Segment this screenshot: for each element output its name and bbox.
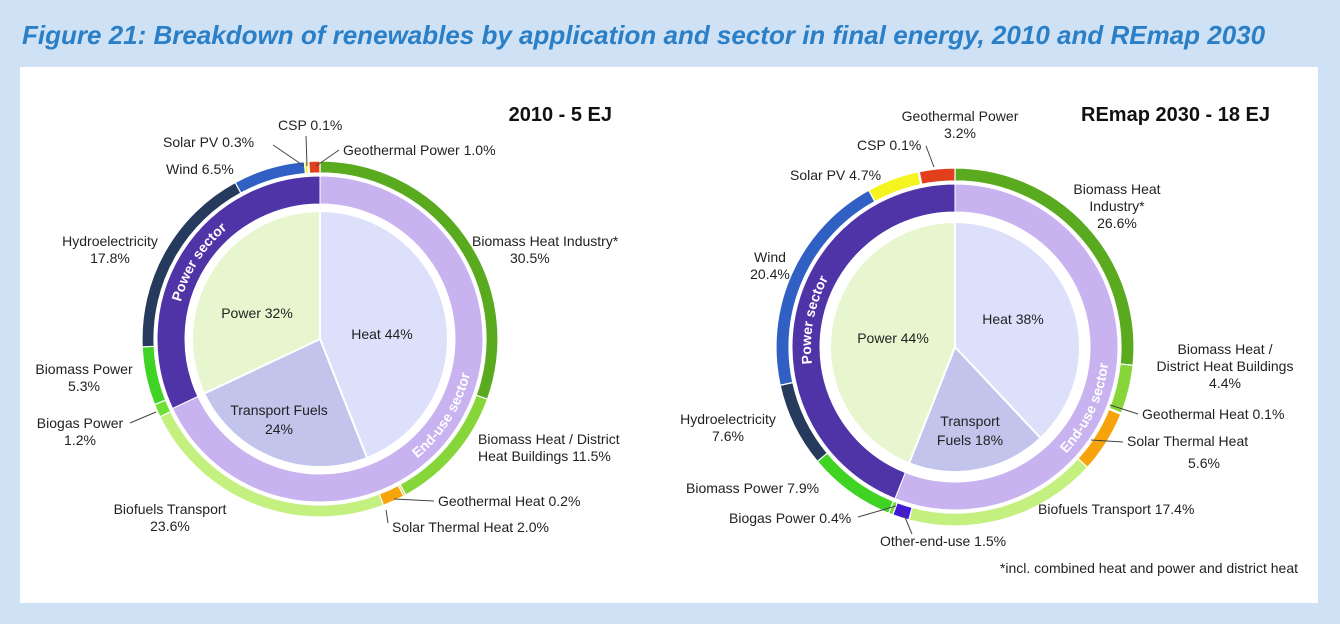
inner-slice-power [829,220,956,465]
outer-label-wind: Wind 20.4% [750,249,790,282]
outer-label-biomass-heat-district-heat-buildings: Biomass Heat / District Heat Buildings 11… [478,431,620,464]
leader-line [857,505,897,518]
outer-label-geothermal-power: Geothermal Power 3.2% [902,108,1019,141]
outer-label-biomass-heat-district-heat-buildings: Biomass Heat / District Heat Buildings 4.4… [1157,341,1294,391]
inner-slice-transport-fuels [907,345,1042,473]
inner-slice-transport-fuels [202,337,369,468]
outer-slice-geothermal-power [308,160,321,174]
outer-label-biomass-heat-industry: Biomass Heat Industry* [472,233,619,249]
outer-label-csp: CSP 0.1% [857,137,921,153]
outer-label-other-end-use: Other-end-use 1.5% [880,533,1006,549]
outer-label-biomass-heat-industry: Biomass Heat Industry* 26.6% [1073,181,1160,231]
leader-line [925,145,935,168]
leader-line [305,135,308,167]
inner-slice-heat [319,209,449,460]
leader-line [385,509,389,524]
outer-label-wind: Wind 6.5% [166,161,234,177]
outer-label-geothermal-heat: Geothermal Heat 0.1% [1142,406,1284,422]
outer-slice-geothermal-power [918,167,956,186]
outer-label-biomass-heat-industry-value: 30.5% [510,250,550,266]
outer-label-biofuels-transport: Biofuels Transport 23.6% [114,501,227,534]
leader-line [1090,439,1124,443]
outer-label-geothermal-heat: Geothermal Heat 0.2% [438,493,580,509]
inner-label-transport-fuels: Transport Fuels 18% [937,413,1003,448]
leader-line [272,144,305,167]
sector-slice-power-sector [156,175,321,410]
footnote: *incl. combined heat and power and distr… [1000,560,1298,576]
outer-label-solar-thermal-heat: Solar Thermal Heat [1127,433,1248,449]
outer-label-solar-pv: Solar PV 0.3% [163,134,254,150]
outer-label-biogas-power: Biogas Power 0.4% [729,510,851,526]
leader-line [1109,404,1139,415]
leader-line [315,149,340,167]
inner-slice-heat [954,220,1081,440]
outer-label-solar-pv: Solar PV 4.7% [790,167,881,183]
inner-label-power: Power 44% [857,330,929,346]
inner-label-heat: Heat 44% [351,326,412,342]
chart-title: REmap 2030 - 18 EJ [1081,104,1270,126]
leader-line [393,498,435,502]
outer-label-biomass-power: Biomass Power 5.3% [35,361,133,394]
chart-title: 2010 - 5 EJ [509,104,612,126]
inner-label-transport-fuels: Transport Fuels 24% [230,402,328,437]
outer-label-biomass-power: Biomass Power 7.9% [686,480,819,496]
outer-label-csp: CSP 0.1% [278,117,342,133]
outer-label-hydroelectricity: Hydroelectricity 7.6% [680,411,776,444]
leader-line [129,411,157,424]
outer-label-solar-thermal-heat: Solar Thermal Heat 2.0% [392,519,549,535]
outer-label-geothermal-power: Geothermal Power 1.0% [343,142,496,158]
inner-label-heat: Heat 38% [982,311,1043,327]
inner-slice-power [191,209,321,395]
figure-title: Figure 21: Breakdown of renewables by ap… [22,20,1266,50]
outer-label-biogas-power: Biogas Power 1.2% [37,415,124,448]
outer-label-biofuels-transport: Biofuels Transport 17.4% [1038,501,1194,517]
leader-line [901,509,913,535]
inner-label-power: Power 32% [221,305,293,321]
outer-label-hydroelectricity: Hydroelectricity 17.8% [62,233,158,266]
outer-label-solar-thermal-heat-value: 5.6% [1188,455,1220,471]
